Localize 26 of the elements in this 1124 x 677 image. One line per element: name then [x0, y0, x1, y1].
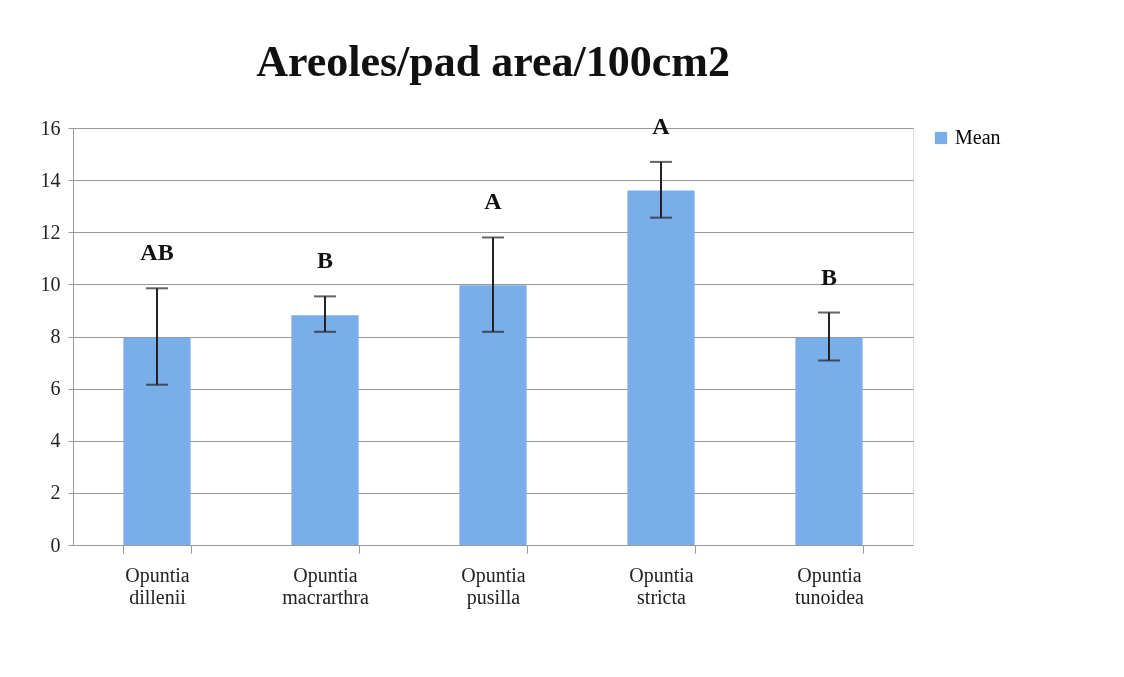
annotation: A — [484, 188, 503, 215]
legend-label: Mean — [955, 126, 1001, 148]
y-tick-label: 8 — [50, 325, 61, 347]
y-tick-label: 4 — [50, 429, 61, 452]
x-tick-label: Opuntia pusilla — [461, 563, 526, 609]
y-tick-label: 14 — [40, 168, 61, 191]
bar — [627, 190, 695, 545]
y-tick-label: 2 — [50, 481, 61, 504]
x-tick-label: Opuntia tunoidea — [795, 563, 865, 608]
bar — [795, 337, 863, 545]
annotation: AB — [140, 239, 174, 266]
y-tick-label: 16 — [40, 116, 61, 139]
y-tick-label: 10 — [40, 272, 61, 295]
x-tick-label: Opuntia macrarthra — [282, 563, 369, 608]
x-tick-label: Opuntia stricta — [629, 563, 694, 608]
bar — [459, 285, 527, 545]
chart-title: Areoles/pad area/100cm2 — [256, 36, 730, 86]
annotation: B — [316, 247, 334, 274]
y-tick-label: 0 — [50, 533, 61, 556]
y-tick-label: 6 — [50, 377, 61, 400]
x-tick-label: Opuntia dillenii — [125, 563, 190, 608]
y-tick-label: 12 — [40, 220, 61, 243]
bar — [123, 337, 191, 545]
annotation: A — [652, 112, 671, 139]
bar — [291, 315, 359, 545]
annotation: B — [820, 263, 838, 290]
